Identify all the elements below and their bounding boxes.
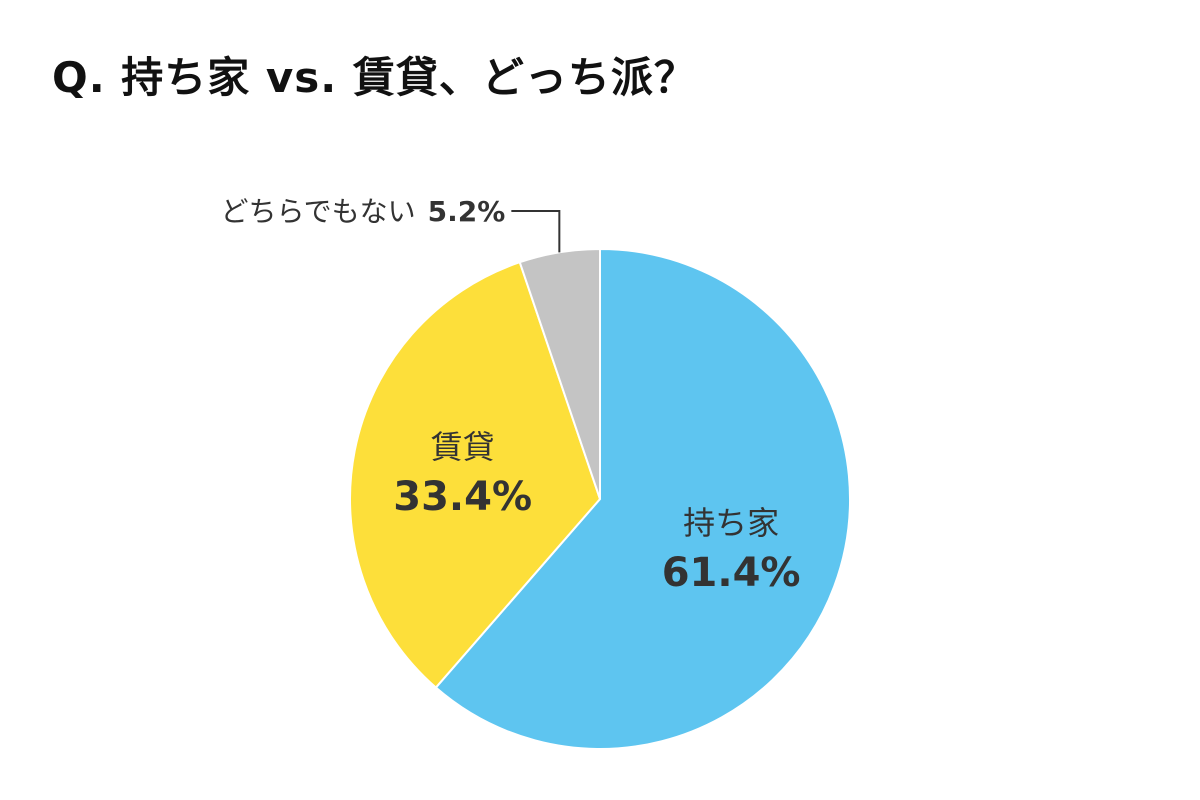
pie-slice-1 [434,247,851,750]
pie-slice-2 [349,260,602,689]
slice-label-1: 持ち家 [683,504,779,542]
slice-value-3: 5.2% [428,195,506,228]
slice-value-2: 33.4% [393,474,532,520]
leader-line-3 [511,210,561,253]
pie-slices [349,247,851,750]
slice-external-label-3: どちらでもない 5.2% [221,195,506,228]
pie-labels: 持ち家 61.4% 賃貸 33.4% どちらでもない 5.2% [221,195,801,596]
slice-value-1: 61.4% [662,550,801,596]
chart-title: Q. 持ち家 vs. 賃貸、どっち派？ [52,53,697,102]
slice-label-2: 賃貸 [431,428,495,466]
slice-label-3: どちらでもない [221,195,416,228]
pie-slice-3 [518,247,601,500]
